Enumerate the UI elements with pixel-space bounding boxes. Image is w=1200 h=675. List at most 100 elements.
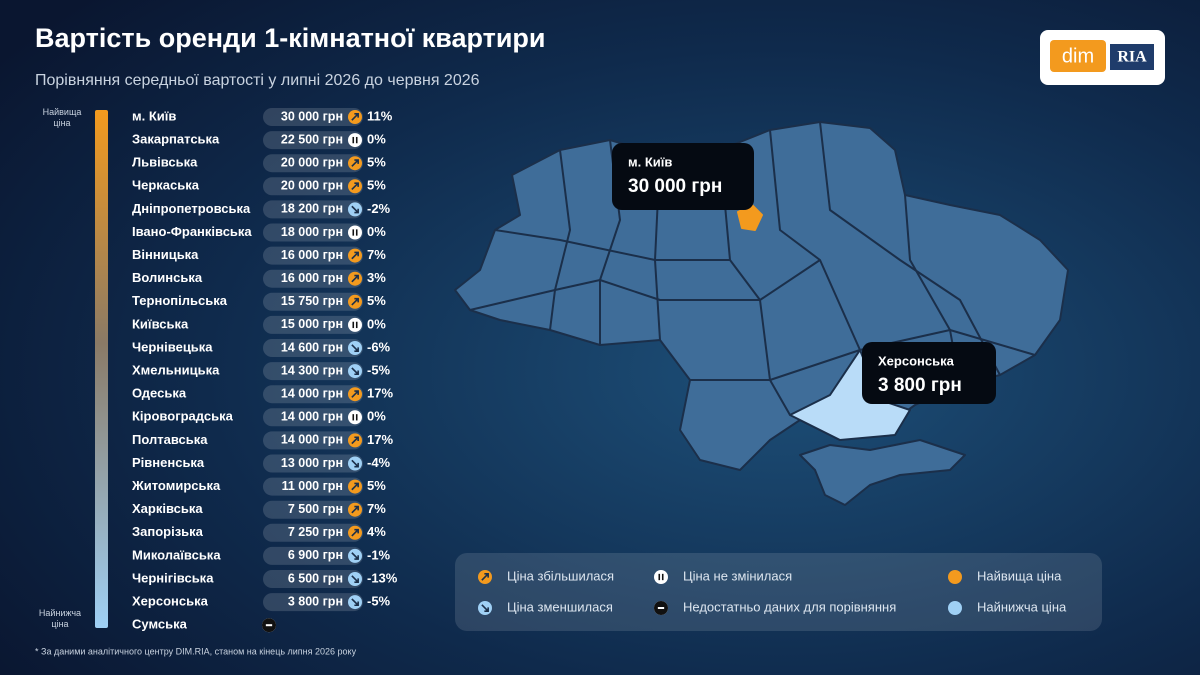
region-name: Херсонська [132, 594, 209, 609]
price-scale [95, 110, 108, 628]
price: 15 750 грн [281, 294, 343, 308]
region-name: Харківська [132, 501, 203, 516]
border [494, 229, 730, 261]
dash [657, 607, 665, 609]
price: 18 200 грн [281, 202, 343, 216]
pause-bar [352, 136, 355, 144]
change: 11% [367, 108, 393, 123]
price: 20 000 грн [281, 155, 343, 169]
callout-price: 30 000 грн [628, 176, 722, 197]
price: 18 000 грн [281, 225, 343, 239]
border [690, 329, 1036, 381]
price: 3 800 грн [288, 594, 343, 608]
arrow-up [351, 251, 359, 260]
price: 7 500 грн [288, 502, 343, 516]
price-pill [263, 454, 363, 473]
callout-box [862, 342, 996, 404]
arrow-up [351, 297, 359, 306]
callout: м. Київ 30 000 грн [612, 143, 754, 210]
status-icon [348, 410, 362, 425]
arrow-down [351, 459, 359, 468]
change: 3% [367, 270, 386, 285]
price-pill [263, 292, 363, 311]
legend-label: Недостатньо даних для порівняння [683, 599, 896, 614]
legend-label: Найнижча ціна [977, 599, 1067, 614]
region-name: Київська [132, 316, 189, 331]
legend-label: Ціна не змінилася [683, 568, 792, 583]
price-pill [263, 546, 363, 565]
region-name: Чернігівська [132, 570, 214, 585]
pause-bar [352, 414, 355, 421]
change: 0% [367, 316, 386, 331]
price-pill [263, 200, 363, 219]
region-name: Житомирська [131, 478, 221, 493]
arrow-up [351, 482, 359, 491]
price: 14 600 грн [281, 340, 343, 354]
price: 14 000 грн [281, 433, 343, 447]
price: 30 000 грн [281, 109, 343, 123]
arrow-up [351, 182, 359, 191]
pause-bar [658, 573, 661, 581]
arrow-down [351, 344, 359, 352]
region-name: Чернівецька [132, 339, 213, 354]
change: -5% [367, 363, 391, 378]
callout-region: Херсонська [878, 353, 955, 368]
scale-bottom-2: ціна [51, 619, 68, 629]
legend-box [455, 553, 1102, 631]
region-name: Одеська [132, 386, 187, 401]
price: 14 000 грн [281, 386, 343, 400]
table-row: Хмельницька 14 300 грн -5% [132, 362, 391, 381]
legend-label: Ціна зменшилася [507, 599, 613, 614]
legend-item: Недостатньо даних для порівняння [654, 599, 896, 615]
dash [265, 624, 273, 627]
region-name: Дніпропетровська [132, 201, 251, 216]
table-row: Сумська [132, 617, 276, 633]
border [549, 149, 571, 331]
arrow-up [351, 159, 359, 167]
callout-region: м. Київ [628, 154, 672, 169]
price-pill [263, 131, 363, 150]
border [469, 259, 821, 311]
price-pill [263, 177, 363, 196]
pause-bar [355, 414, 358, 421]
table-row: Одеська 14 000 грн 17% [132, 385, 393, 404]
scale-bottom-1: Найнижча [39, 608, 81, 618]
table-row: Рівненська 13 000 грн -4% [132, 454, 391, 473]
map-callouts: м. Київ 30 000 грн Херсонська 3 800 грн [612, 143, 996, 404]
price-pill [263, 315, 363, 334]
table-row: Волинська 16 000 грн 3% [132, 269, 386, 288]
arrow-up [351, 390, 359, 398]
arrow-down [351, 575, 359, 583]
status-icon [348, 225, 362, 240]
table-row: Чернігівська 6 500 грн -13% [132, 570, 398, 588]
price-pill [263, 339, 363, 357]
change: -2% [367, 201, 391, 216]
subtitle: Порівняння середньої вартості у липні 20… [35, 72, 480, 89]
logo-ria-bg [1110, 44, 1154, 70]
legend-item: Найнижча ціна [948, 599, 1067, 615]
pause-bar [352, 229, 355, 236]
change: 5% [367, 478, 386, 493]
change: 7% [367, 247, 386, 262]
change: 4% [367, 524, 386, 539]
arrow-down [481, 604, 489, 612]
price: 14 300 грн [281, 363, 343, 377]
change: 7% [367, 501, 386, 516]
change: -1% [367, 547, 391, 562]
logo-dim-bg [1050, 40, 1106, 72]
border [769, 129, 861, 351]
change: -5% [367, 594, 391, 609]
region-name: Сумська [132, 617, 188, 632]
table-row: Тернопільська 15 750 грн 5% [132, 292, 386, 311]
arrow-up [481, 573, 489, 581]
table-row: Львівська 20 000 грн 5% [132, 154, 386, 173]
price-pill [263, 500, 363, 519]
legend-item: Найвища ціна [948, 568, 1062, 584]
pause-bar [355, 229, 358, 236]
table-row: Івано-Франківська 18 000 грн 0% [132, 223, 386, 242]
price-pill [263, 246, 363, 265]
table: м. Київ 30 000 грн 11% Закарпатська 22 500 г… [131, 108, 398, 633]
arrow-down [351, 205, 359, 214]
arrow-up [351, 528, 359, 537]
arrow-down [351, 598, 359, 607]
